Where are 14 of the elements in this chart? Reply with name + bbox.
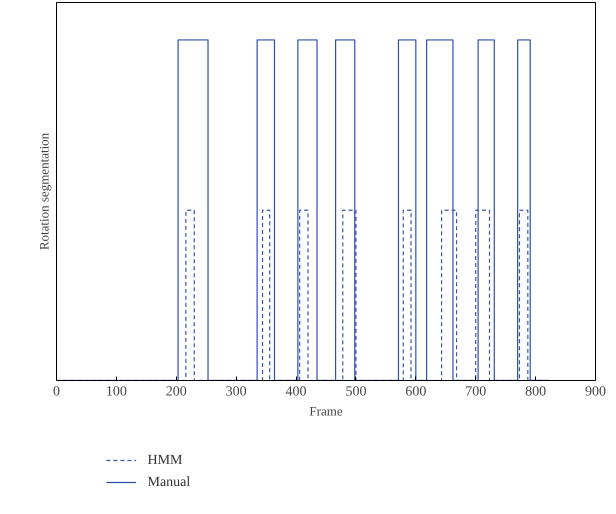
y-axis-title: Rotation segmentation: [36, 132, 52, 250]
x-tick-label: 300: [226, 384, 247, 400]
x-tick-label: 700: [465, 384, 486, 400]
x-tick-label: 400: [286, 384, 307, 400]
x-tick-label: 200: [166, 384, 187, 400]
x-tick-label: 600: [405, 384, 426, 400]
x-tick-label: 500: [345, 384, 366, 400]
legend-label: HMM: [148, 453, 184, 468]
x-tick-label: 900: [585, 384, 606, 400]
x-axis-title: Frame: [309, 404, 343, 418]
x-tick-label: 100: [106, 384, 127, 400]
x-tick-label: 0: [53, 384, 60, 400]
legend-label: Manual: [148, 475, 190, 490]
x-tick-label: 800: [525, 384, 546, 400]
